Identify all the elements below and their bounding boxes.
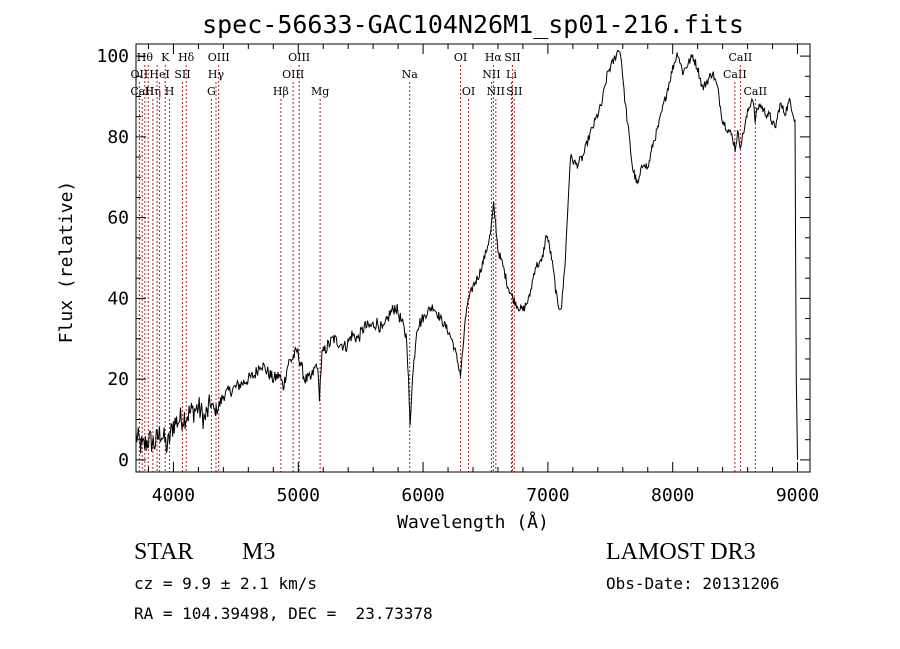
- observation-date: Obs-Date: 20131206: [606, 574, 780, 593]
- object-class: STAR: [134, 539, 194, 565]
- line-label-11: G: [207, 85, 216, 98]
- y-tick-label-0: 0: [118, 450, 129, 471]
- line-label-20: OI: [462, 85, 475, 98]
- x-axis-label: Wavelength (Å): [397, 511, 549, 533]
- plot-frame: [135, 43, 811, 473]
- line-label-14: Hβ: [273, 85, 289, 98]
- line-label-16: OIII: [288, 51, 310, 64]
- line-label-24: Li: [506, 68, 517, 81]
- line-label-8: H: [165, 85, 175, 98]
- line-label-29: CaII: [743, 85, 767, 98]
- x-tick-label-5: 9000: [776, 485, 819, 506]
- line-label-4: Hη: [145, 85, 161, 98]
- x-tick-label-3: 7000: [526, 485, 569, 506]
- object-subclass: M3: [242, 539, 276, 565]
- y-tick-label-3: 60: [107, 208, 129, 229]
- x-tick-label-1: 5000: [277, 485, 320, 506]
- y-axis: 0 20 40 60 80 100: [96, 46, 810, 471]
- chart-title: spec-56633-GAC104N26M1_sp01-216.fits: [202, 10, 744, 39]
- line-label-7: K: [161, 51, 170, 64]
- survey-name: LAMOST DR3: [606, 539, 756, 565]
- line-label-0: OII: [131, 68, 149, 81]
- x-tick-label-0: 4000: [152, 485, 195, 506]
- line-label-19: OI: [454, 51, 467, 64]
- redshift-velocity: cz = 9.9 ± 2.1 km/s: [134, 574, 318, 593]
- line-label-26: SII: [506, 85, 522, 98]
- line-label-9: SII: [174, 68, 190, 81]
- line-label-22: Hα: [485, 51, 503, 64]
- y-axis-label: Flux (relative): [56, 181, 77, 344]
- spectral-line-markers: OII CaII Hθ Hη HeI K H SII Hδ G Hγ OIII Hβ OIII OIII Mg…: [130, 51, 767, 472]
- y-tick-label-5: 100: [96, 46, 129, 67]
- line-label-12: Hγ: [208, 68, 225, 81]
- line-label-23: NII: [487, 85, 505, 98]
- line-label-21: NII: [482, 68, 500, 81]
- x-tick-label-2: 6000: [401, 485, 444, 506]
- line-label-2: Hθ: [137, 51, 154, 64]
- line-label-15: OIII: [282, 68, 304, 81]
- line-label-28: CaII: [729, 51, 753, 64]
- spectrum-series: [135, 49, 798, 460]
- line-label-10: Hδ: [178, 51, 195, 64]
- series-line-0: [135, 49, 798, 460]
- x-axis: 4000 5000 6000 7000 8000 9000: [147, 44, 819, 506]
- line-label-25: SII: [504, 51, 520, 64]
- y-tick-label-1: 20: [107, 369, 129, 390]
- line-label-6: HeI: [149, 68, 169, 81]
- line-label-27: CaII: [723, 68, 747, 81]
- y-tick-label-2: 40: [107, 288, 129, 309]
- x-tick-label-4: 8000: [651, 485, 694, 506]
- line-label-18: Na: [402, 68, 419, 81]
- line-label-17: Mg: [311, 85, 329, 98]
- line-label-13: OIII: [208, 51, 230, 64]
- coordinates: RA = 104.39498, DEC = 23.73378: [134, 604, 433, 623]
- y-tick-label-4: 80: [107, 127, 129, 148]
